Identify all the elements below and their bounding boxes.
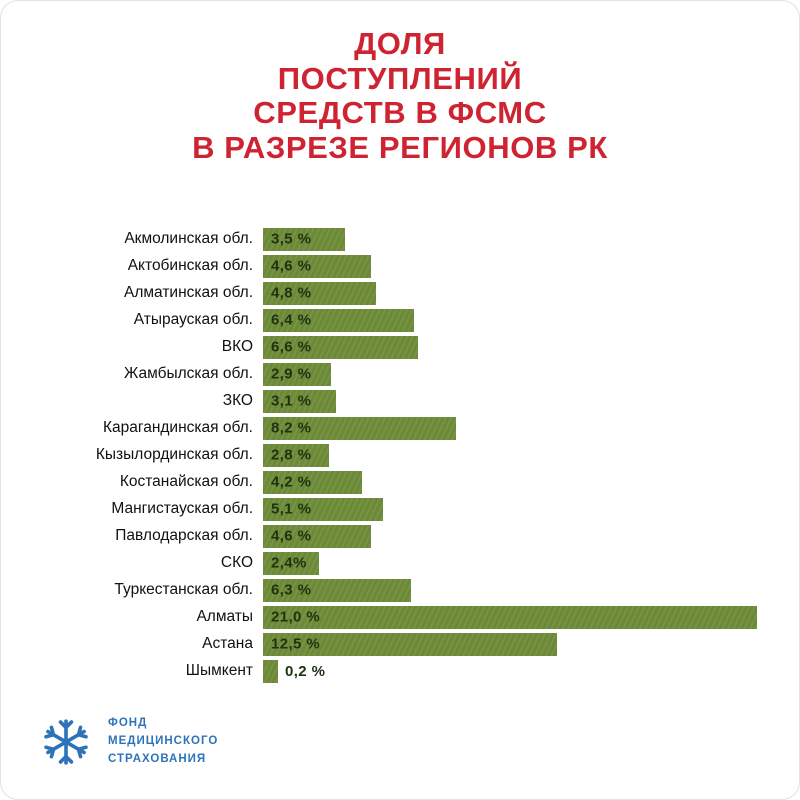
bar-value-label: 0,2 % [285, 662, 326, 680]
bar-row: ВКО 6,6 % [1, 334, 771, 361]
bar-track: 3,1 % [263, 389, 771, 413]
bar-value-label: 6,4 % [271, 311, 312, 329]
bar-row: Мангистауская обл. 5,1 % [1, 496, 771, 523]
fund-logo-text-line: ФОНД [108, 717, 148, 730]
bar-row: Алматинская обл. 4,8 % [1, 280, 771, 307]
bar-category-label: Карагандинская обл. [103, 419, 253, 437]
bar-track: 4,6 % [263, 254, 771, 278]
bar-row: Алматы 21,0 % [1, 604, 771, 631]
chart-title-line: ДОЛЯ [354, 26, 446, 61]
bar-row: Костанайская обл. 4,2 % [1, 469, 771, 496]
bar-category-label: Астана [202, 635, 253, 653]
bar-row: Акмолинская обл. 3,5 % [1, 226, 771, 253]
bar-value-label: 4,2 % [271, 473, 312, 491]
chart-title-line: В РАЗРЕЗЕ РЕГИОНОВ РК [192, 130, 608, 166]
bar-category-label: Атырауская обл. [133, 311, 253, 329]
bar-category-label: ВКО [221, 338, 253, 356]
bar-track: 21,0 % [263, 605, 771, 629]
bar-fill [263, 578, 412, 602]
bar-category-label: Акмолинская обл. [124, 230, 253, 248]
bar-category-label: СКО [220, 554, 253, 572]
bar-value-label: 6,6 % [271, 338, 312, 356]
bar-category-label: Алматы [196, 608, 253, 626]
bar-value-label: 5,1 % [271, 500, 312, 518]
bar-fill [263, 497, 383, 521]
bar-track: 5,1 % [263, 497, 771, 521]
bar-track: 4,6 % [263, 524, 771, 548]
bar-value-label: 4,6 % [271, 257, 312, 275]
bar-value-label: 6,3 % [271, 581, 312, 599]
bar-value-label: 3,1 % [271, 392, 312, 410]
bar-fill [263, 551, 320, 575]
chart-title: ДОЛЯ ПОСТУПЛЕНИЙ СРЕДСТВ В ФСМС В РАЗРЕЗ… [1, 26, 799, 166]
bar-row: Туркестанская обл. 6,3 % [1, 577, 771, 604]
bar-category-label: Алматинская обл. [124, 284, 253, 302]
bar-chart: Акмолинская обл. 3,5 % Актобинская обл. 4,6… [1, 226, 799, 685]
bar-value-label: 21,0 % [271, 608, 321, 626]
bar-category-label: Кызылординская обл. [95, 446, 253, 464]
bar-category-label: Мангистауская обл. [111, 500, 253, 518]
bar-fill [263, 362, 332, 386]
bar-track: 3,5 % [263, 227, 771, 251]
chart-title-line: СРЕДСТВ В ФСМС [253, 95, 547, 131]
bar-track: 2,8 % [263, 443, 771, 467]
fund-logo: ФОНД МЕДИЦИНСКОГО СТРАХОВАНИЯ [37, 713, 218, 771]
bar-track: 6,4 % [263, 308, 771, 332]
bar-value-label: 2,4% [271, 554, 307, 572]
bar-fill [263, 524, 372, 548]
bar-track: 12,5 % [263, 632, 771, 656]
bar-track: 4,8 % [263, 281, 771, 305]
bar-category-label: Шымкент [185, 662, 253, 680]
fund-logo-text-line: СТРАХОВАНИЯ [108, 752, 207, 765]
bar-value-label: 12,5 % [271, 635, 321, 653]
bar-fill [263, 416, 456, 440]
bar-fill [263, 335, 419, 359]
bar-category-label: Павлодарская обл. [115, 527, 253, 545]
bar-value-label: 2,8 % [271, 446, 312, 464]
bar-row: Павлодарская обл. 4,6 % [1, 523, 771, 550]
bar-fill [263, 281, 376, 305]
bar-track: 2,4% [263, 551, 771, 575]
bar-rows: Акмолинская обл. 3,5 % Актобинская обл. 4,6… [1, 226, 771, 685]
bar-row: Актобинская обл. 4,6 % [1, 253, 771, 280]
bar-track: 6,6 % [263, 335, 771, 359]
bar-category-label: ЗКО [222, 392, 253, 410]
chart-title-line: ПОСТУПЛЕНИЙ [277, 60, 523, 96]
bar-fill [263, 389, 336, 413]
bar-value-label: 3,5 % [271, 230, 312, 248]
bar-category-label: Туркестанская обл. [114, 581, 253, 599]
bar-value-label: 2,9 % [271, 365, 312, 383]
bar-fill [263, 443, 329, 467]
bar-fill [263, 632, 557, 656]
bar-category-label: Костанайская обл. [119, 473, 253, 491]
fund-logo-text: ФОНД МЕДИЦИНСКОГО СТРАХОВАНИЯ [108, 715, 218, 768]
bar-row: Карагандинская обл. 8,2 % [1, 415, 771, 442]
bar-track: 4,2 % [263, 470, 771, 494]
bar-row: ЗКО 3,1 % [1, 388, 771, 415]
bar-fill [263, 308, 414, 332]
bar-fill [263, 659, 278, 683]
bar-track: 6,3 % [263, 578, 771, 602]
bar-row: Жамбылская обл. 2,9 % [1, 361, 771, 388]
bar-fill [263, 227, 346, 251]
fund-logo-text-line: МЕДИЦИНСКОГО [108, 735, 219, 748]
bar-value-label: 4,6 % [271, 527, 312, 545]
bar-fill [263, 254, 372, 278]
bar-category-label: Актобинская обл. [127, 257, 253, 275]
bar-track: 8,2 % [263, 416, 771, 440]
bar-track: 2,9 % [263, 362, 771, 386]
bar-row: СКО 2,4% [1, 550, 771, 577]
bar-fill [263, 470, 362, 494]
bar-fill [263, 605, 757, 629]
bar-category-label: Жамбылская обл. [124, 365, 253, 383]
bar-value-label: 8,2 % [271, 419, 312, 437]
snowflake-logo-icon [44, 719, 88, 765]
bar-track: 0,2 % [263, 659, 771, 683]
bar-value-label: 4,8 % [271, 284, 312, 302]
bar-row: Шымкент 0,2 % [1, 658, 771, 685]
bar-row: Кызылординская обл. 2,8 % [1, 442, 771, 469]
bar-row: Атырауская обл. 6,4 % [1, 307, 771, 334]
bar-row: Астана 12,5 % [1, 631, 771, 658]
